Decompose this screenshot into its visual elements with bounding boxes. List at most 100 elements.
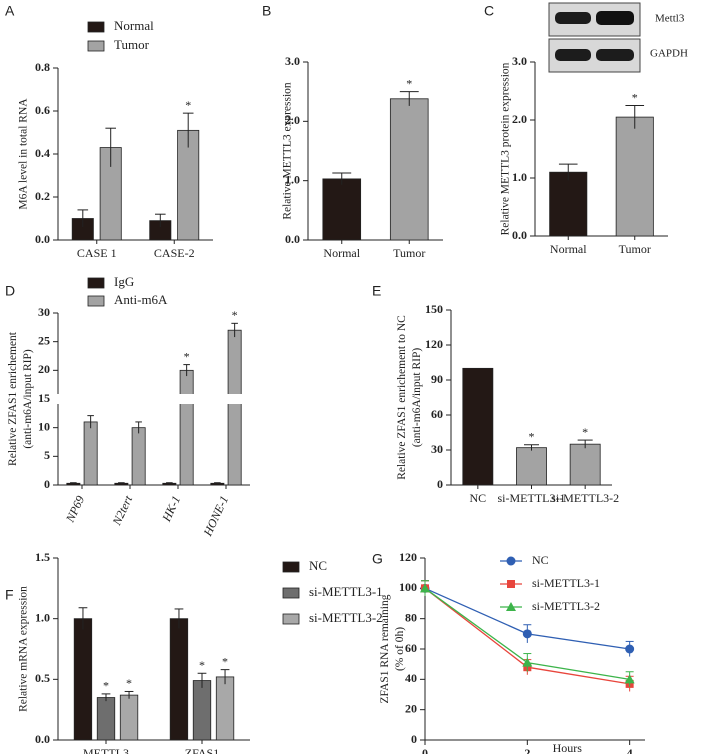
legend-swatch [282,587,300,599]
y-tick-label: 1.0 [512,170,527,184]
bar [227,329,242,486]
bar [119,694,139,741]
x-tick-label: CASE-2 [154,246,195,260]
legend-label: si-METTL3-1 [532,576,600,590]
y-tick-label: 20 [38,362,50,376]
western-blot: Mettl3 GAPDH [548,2,688,73]
blot-label: Mettl3 [655,13,685,25]
x-tick-label: METTL3 [83,746,129,754]
y-tick-label: 0.6 [35,103,50,117]
y-axis-label: ZFAS1 RNA remaining [379,594,391,703]
y-tick-label: 20 [405,701,417,715]
bar [192,680,212,741]
marker [522,657,533,667]
legend-label: si-METTL3-2 [309,610,383,625]
panel-letter: D [5,283,15,299]
y-tick-label: 120 [425,337,443,351]
blot-band [555,12,591,24]
blot-band [596,11,634,25]
legend-label: si-METTL3-1 [309,584,383,599]
significance-mark: * [632,90,638,104]
y-tick-label: 0.0 [512,228,527,242]
y-tick-label: 0.4 [35,146,50,160]
chart-panel: B Relative METTL3 expression 0.0 1.0 2.0 3.0 N… [262,3,443,260]
chart-panel: D Relative ZFAS1 enrichement (anti-m6A/inp… [5,274,250,539]
significance-mark: * [185,98,191,112]
x-tick-label: NC [469,491,486,505]
legend-marker [506,602,516,611]
y-tick-label: 3.0 [285,54,300,68]
y-tick-label: 30 [431,442,443,456]
significance-mark: * [184,349,190,363]
bar [215,676,235,741]
blot-band [555,49,591,61]
bar [615,116,654,237]
chart-panel: F Relative mRNA expression 0.0 0.5 1.0 1.5 MET… [5,550,383,754]
legend-swatch [87,40,105,52]
y-tick-label: 25 [38,333,50,347]
bar [389,98,429,241]
y-tick-label: 0.0 [285,232,300,246]
legend-swatch [282,613,300,625]
x-tick-label: N2tert [109,493,135,528]
chart-panel: E Relative ZFAS1 enrichement to NC (anti-m… [372,283,619,505]
y-tick-label: 1.5 [35,550,50,564]
x-axis-label: Hours [553,741,583,754]
bar [73,618,93,741]
y-axis-label: Relative METTL3 expression [282,82,294,220]
y-axis-label: Relative mRNA expression [18,586,30,712]
marker [420,583,430,593]
y-axis-label: (anti-m6A/input RIP) [411,348,423,448]
x-tick-label: HK-1 [159,494,183,525]
panel-letter: B [262,3,271,19]
bar [83,421,98,486]
y-axis-label: Relative ZFAS1 enrichement [7,331,19,466]
y-tick-label: 60 [405,641,417,655]
x-tick-label: 2 [524,746,530,754]
y-tick-label: 2.0 [285,113,300,127]
significance-mark: * [103,679,109,693]
legend-label: Anti-m6A [114,292,168,307]
legend-swatch [87,295,105,307]
x-tick-label: CASE 1 [77,246,117,260]
x-tick-label: ZFAS1 [185,746,219,754]
bar [179,369,194,486]
y-tick-label: 0 [411,732,417,746]
bar [96,697,116,741]
legend-label: Tumor [114,37,150,52]
y-tick-label: 60 [431,407,443,421]
y-tick-label: 1.0 [285,172,300,186]
bar [549,171,588,237]
legend-label: Normal [114,18,154,33]
y-tick-label: 1.0 [35,610,50,624]
legend-swatch [87,277,105,289]
legend-label: IgG [114,274,134,289]
y-tick-label: 0.5 [35,671,50,685]
y-tick-label: 3.0 [512,54,527,68]
y-axis-label: (anti-m6A/input RIP) [22,349,34,449]
y-tick-label: 30 [38,305,50,319]
y-axis-label: Relative ZFAS1 enrichement to NC [396,315,408,480]
y-tick-label: 100 [399,580,417,594]
significance-mark: * [126,676,132,690]
legend-label: si-METTL3-2 [532,599,600,613]
y-tick-label: 120 [399,550,417,564]
legend-swatch [87,21,105,33]
y-tick-label: 0.0 [35,232,50,246]
legend-label: NC [309,558,327,573]
blot-label: GAPDH [650,48,688,60]
panel-letter: E [372,283,381,299]
y-tick-label: 90 [431,372,443,386]
y-tick-label: 15 [38,391,50,405]
y-tick-label: 2.0 [512,112,527,126]
x-tick-label: Normal [550,242,587,256]
panel-letter: C [484,3,494,19]
x-tick-label: si-METTL3-1 [498,491,566,505]
bar [322,178,362,241]
legend-swatch [282,561,300,573]
y-tick-label: 0 [44,477,50,491]
x-tick-label: si-METTL3-2 [551,491,619,505]
y-axis-label: M6A level in total RNA [18,98,30,210]
